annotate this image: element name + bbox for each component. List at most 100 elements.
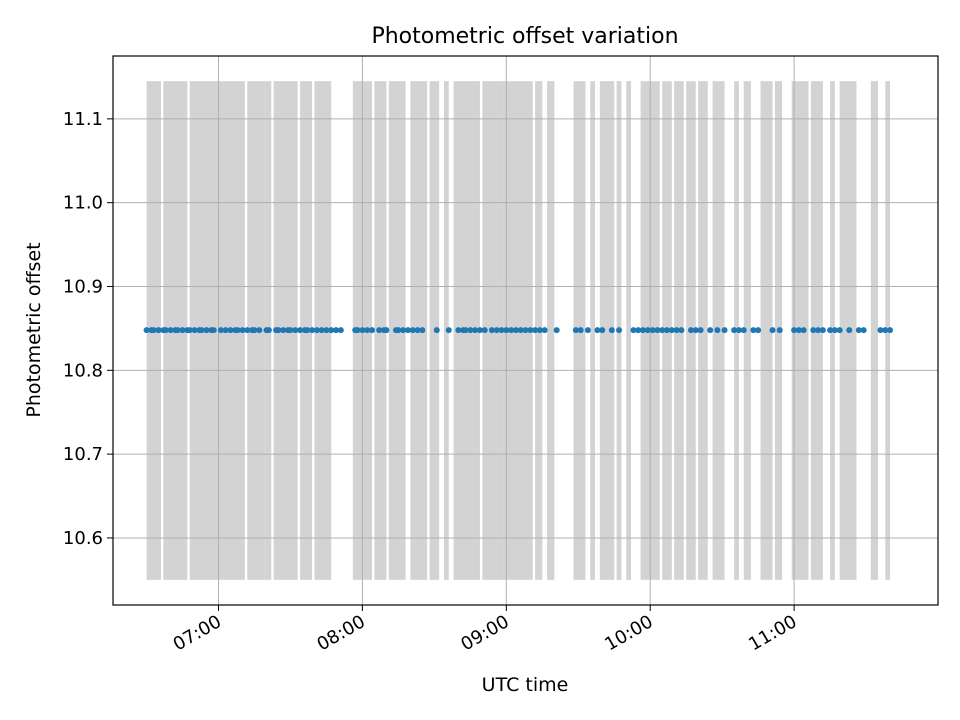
data-point bbox=[827, 327, 834, 334]
data-point bbox=[846, 327, 853, 334]
data-point bbox=[630, 327, 637, 334]
data-point bbox=[522, 327, 529, 334]
data-point bbox=[476, 327, 483, 334]
data-point bbox=[815, 327, 822, 334]
shaded-band bbox=[626, 81, 632, 580]
data-point bbox=[532, 327, 539, 334]
y-tick-label: 10.9 bbox=[63, 276, 103, 297]
data-point bbox=[740, 327, 747, 334]
data-point bbox=[536, 327, 543, 334]
data-point bbox=[673, 327, 680, 334]
data-point bbox=[328, 327, 335, 334]
shaded-band bbox=[599, 81, 615, 580]
y-tick-label: 10.7 bbox=[63, 444, 103, 465]
data-point bbox=[227, 327, 234, 334]
data-point bbox=[714, 327, 721, 334]
data-point bbox=[400, 327, 407, 334]
data-point bbox=[419, 327, 426, 334]
data-point bbox=[692, 327, 699, 334]
data-point bbox=[318, 327, 325, 334]
shaded-band bbox=[743, 81, 751, 580]
data-point bbox=[186, 327, 193, 334]
data-point bbox=[297, 327, 304, 334]
data-point bbox=[198, 327, 205, 334]
shaded-band bbox=[547, 81, 555, 580]
y-axis-label: Photometric offset bbox=[23, 242, 45, 417]
data-point bbox=[275, 327, 282, 334]
data-point bbox=[517, 327, 524, 334]
data-point bbox=[493, 327, 500, 334]
data-point bbox=[663, 327, 670, 334]
data-point bbox=[309, 327, 316, 334]
data-point bbox=[721, 327, 728, 334]
data-point bbox=[239, 327, 246, 334]
y-tick-label: 11.0 bbox=[63, 193, 103, 214]
data-point bbox=[395, 327, 402, 334]
data-point bbox=[409, 327, 416, 334]
data-point bbox=[210, 327, 217, 334]
data-point bbox=[654, 327, 661, 334]
data-point bbox=[462, 327, 469, 334]
plot-area bbox=[112, 55, 939, 606]
data-point bbox=[404, 327, 411, 334]
data-point bbox=[635, 327, 642, 334]
data-point bbox=[369, 327, 376, 334]
data-point bbox=[668, 327, 675, 334]
data-point bbox=[541, 327, 548, 334]
data-point bbox=[222, 327, 229, 334]
data-point bbox=[755, 327, 762, 334]
data-point bbox=[265, 327, 272, 334]
data-point bbox=[455, 327, 462, 334]
data-point bbox=[512, 327, 519, 334]
data-point bbox=[364, 327, 371, 334]
data-point bbox=[640, 327, 647, 334]
data-point bbox=[616, 327, 623, 334]
data-point bbox=[836, 327, 843, 334]
data-point bbox=[304, 327, 311, 334]
data-point bbox=[481, 327, 488, 334]
data-point bbox=[472, 327, 479, 334]
data-point bbox=[855, 327, 862, 334]
y-tick-label: 10.6 bbox=[63, 528, 103, 549]
data-point bbox=[467, 327, 474, 334]
data-point bbox=[800, 327, 807, 334]
data-point bbox=[553, 327, 560, 334]
data-point bbox=[256, 327, 263, 334]
data-point bbox=[644, 327, 651, 334]
data-point bbox=[217, 327, 224, 334]
data-point bbox=[584, 327, 591, 334]
data-point bbox=[697, 327, 704, 334]
data-point bbox=[776, 327, 783, 334]
data-point bbox=[659, 327, 666, 334]
data-point bbox=[280, 327, 287, 334]
data-point bbox=[887, 327, 894, 334]
data-point bbox=[359, 327, 366, 334]
data-point bbox=[179, 327, 186, 334]
shaded-band bbox=[590, 81, 596, 580]
data-point bbox=[572, 327, 579, 334]
data-point bbox=[354, 327, 361, 334]
data-point bbox=[244, 327, 251, 334]
data-point bbox=[251, 327, 258, 334]
data-point bbox=[323, 327, 330, 334]
data-point bbox=[599, 327, 606, 334]
data-point bbox=[608, 327, 615, 334]
y-tick-label: 10.8 bbox=[63, 360, 103, 381]
data-point bbox=[150, 327, 157, 334]
data-point bbox=[503, 327, 510, 334]
data-point bbox=[877, 327, 884, 334]
x-axis-label: UTC time bbox=[482, 674, 569, 696]
data-point bbox=[831, 327, 838, 334]
data-point bbox=[594, 327, 601, 334]
y-axis-ticks: 10.6 10.7 10.8 10.9 11.0 11.1 bbox=[63, 109, 113, 549]
shaded-band bbox=[870, 81, 879, 580]
data-point bbox=[445, 327, 452, 334]
data-point bbox=[498, 327, 505, 334]
data-point bbox=[155, 327, 162, 334]
data-point bbox=[383, 327, 390, 334]
data-point bbox=[433, 327, 440, 334]
data-point bbox=[203, 327, 210, 334]
y-tick-label: 11.1 bbox=[63, 109, 103, 130]
data-point bbox=[750, 327, 757, 334]
data-point bbox=[731, 327, 738, 334]
